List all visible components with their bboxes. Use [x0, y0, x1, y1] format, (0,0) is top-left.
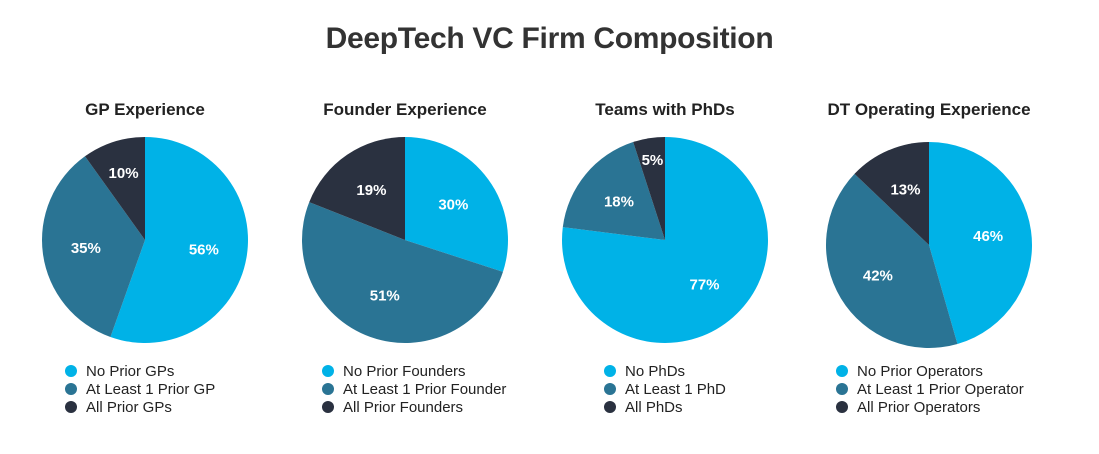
legend-gp-experience: No Prior GPs At Least 1 Prior GP All Pri…	[65, 362, 215, 416]
legend-label: No Prior GPs	[86, 362, 175, 380]
legend-swatch	[604, 365, 616, 377]
legend-item: No PhDs	[604, 362, 726, 380]
legend-swatch	[836, 365, 848, 377]
legend-item: At Least 1 Prior GP	[65, 380, 215, 398]
slice-label: 18%	[604, 193, 634, 210]
slice-label: 77%	[689, 276, 719, 293]
pie-slice	[84, 137, 145, 240]
legend-swatch	[322, 365, 334, 377]
pie-0: 56% 35% 10%	[41, 137, 248, 343]
slice-label: 30%	[438, 196, 468, 213]
pie-2: 77% 18% 5%	[562, 137, 769, 343]
pie-1: 30% 51% 19%	[301, 137, 508, 344]
legend-swatch	[836, 401, 848, 413]
legend-label: All PhDs	[625, 398, 683, 416]
legend-label: All Prior GPs	[86, 398, 172, 416]
pie-slice	[405, 137, 508, 272]
legend-dt-operating-experience: No Prior Operators At Least 1 Prior Oper…	[836, 362, 1024, 416]
slice-label: 42%	[863, 267, 893, 284]
legend-item: At Least 1 Prior Founder	[322, 380, 506, 398]
legend-item: All Prior Founders	[322, 398, 506, 416]
pie-slice	[562, 142, 665, 240]
legend-item: All PhDs	[604, 398, 726, 416]
legend-item: No Prior GPs	[65, 362, 215, 380]
legend-label: At Least 1 Prior Operator	[857, 380, 1024, 398]
pie-slice	[929, 142, 1032, 344]
pie-slice	[633, 137, 665, 240]
legend-label: At Least 1 Prior Founder	[343, 380, 507, 398]
slice-label: 5%	[642, 152, 664, 169]
legend-swatch	[322, 383, 334, 395]
chart-title-teams-with-phds: Teams with PhDs	[595, 100, 735, 119]
legend-teams-with-phds: No PhDs At Least 1 PhD All PhDs	[604, 362, 726, 416]
slice-label: 56%	[189, 242, 219, 259]
legend-swatch	[65, 365, 77, 377]
slice-label: 51%	[370, 288, 400, 305]
legend-swatch	[65, 383, 77, 395]
legend-item: No Prior Operators	[836, 362, 1024, 380]
chart-title-founder-experience: Founder Experience	[323, 100, 487, 119]
legend-label: At Least 1 Prior GP	[86, 380, 216, 398]
legend-item: All Prior Operators	[836, 398, 1024, 416]
pie-slice	[41, 156, 145, 338]
pie-slice	[110, 137, 248, 343]
legend-swatch	[322, 401, 334, 413]
legend-label: No PhDs	[625, 362, 686, 380]
legend-item: All Prior GPs	[65, 398, 215, 416]
legend-label: No Prior Operators	[857, 362, 983, 380]
pie-slice	[854, 142, 929, 245]
pie-slice	[301, 202, 503, 344]
legend-swatch	[65, 401, 77, 413]
slice-label: 35%	[71, 240, 101, 257]
legend-founder-experience: No Prior Founders At Least 1 Prior Found…	[322, 362, 506, 416]
legend-item: At Least 1 Prior Operator	[836, 380, 1024, 398]
slice-label: 46%	[973, 228, 1003, 245]
legend-item: No Prior Founders	[322, 362, 506, 380]
legend-swatch	[604, 383, 616, 395]
main-title: DeepTech VC Firm Composition	[325, 22, 774, 55]
legend-swatch	[604, 401, 616, 413]
slice-label: 10%	[109, 165, 139, 182]
legend-label: All Prior Operators	[857, 398, 981, 416]
slice-label: 19%	[356, 182, 386, 199]
pie-3: 46% 42% 13%	[826, 142, 1032, 348]
legend-label: No Prior Founders	[343, 362, 466, 380]
pie-slice	[826, 173, 958, 348]
chart-title-dt-operating-experience: DT Operating Experience	[827, 100, 1031, 119]
chart-title-gp-experience: GP Experience	[85, 100, 205, 119]
pie-slice	[309, 137, 405, 240]
legend-label: All Prior Founders	[343, 398, 464, 416]
legend-label: At Least 1 PhD	[625, 380, 726, 398]
legend-item: At Least 1 PhD	[604, 380, 726, 398]
legend-swatch	[836, 383, 848, 395]
slice-label: 13%	[890, 182, 920, 199]
